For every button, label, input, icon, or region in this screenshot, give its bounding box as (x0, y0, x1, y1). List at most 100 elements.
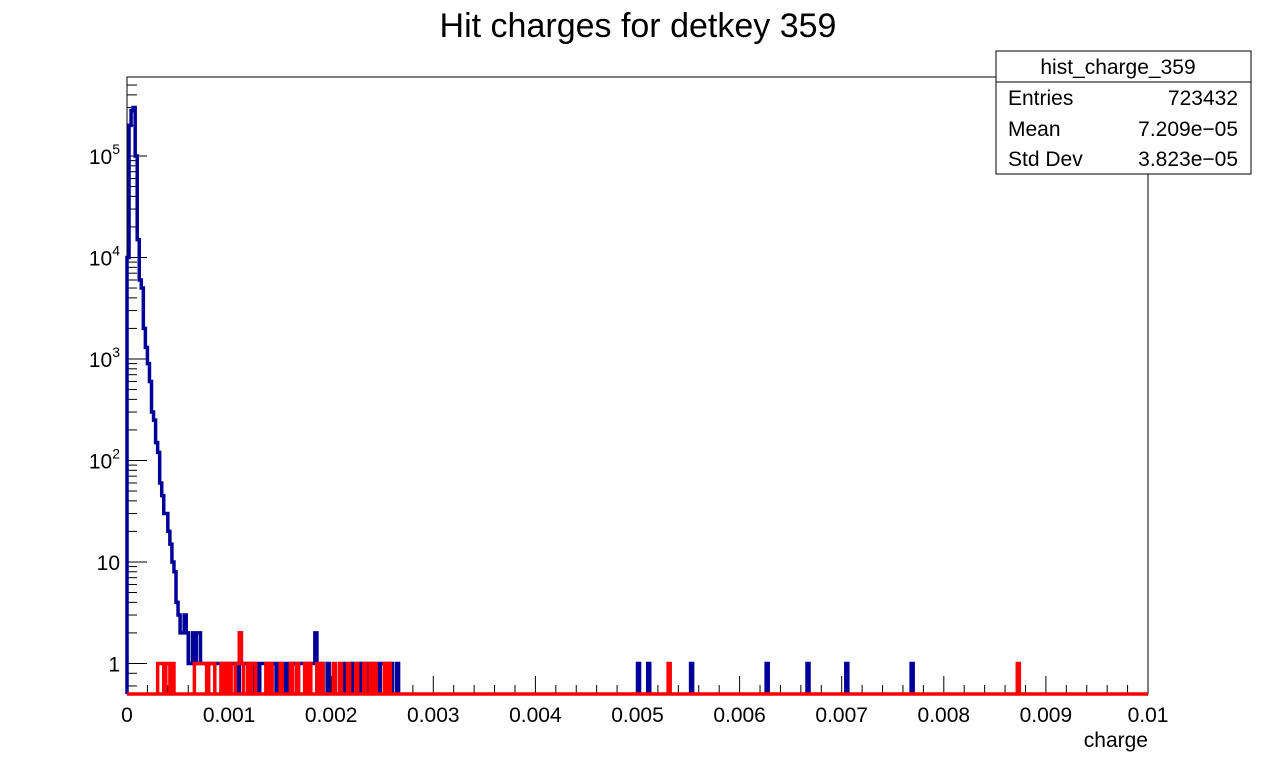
histogram-bin (184, 615, 186, 694)
series-1-outline (155, 631, 1022, 694)
y-tick-label: 1 (108, 653, 120, 676)
histogram-bin (225, 663, 227, 694)
histogram-bin (339, 663, 341, 694)
stats-mean-value: 7.209e−05 (1138, 118, 1238, 141)
y-tick-label: 104 (89, 242, 120, 270)
histogram-bin (305, 663, 307, 694)
histogram-bin (182, 633, 184, 694)
x-tick-labels: 0 0.001 0.002 0.003 0.004 0.005 0.006 0.007 0.00… (121, 704, 1168, 727)
histogram-bin (327, 663, 329, 694)
histogram-bin (370, 663, 372, 694)
series-0-outline (125, 105, 915, 694)
histogram-bin (333, 663, 335, 694)
histogram-bin (343, 663, 345, 694)
histogram-bin (203, 663, 205, 694)
histogram-bin (147, 364, 149, 694)
x-tick-label: 0.001 (203, 704, 256, 727)
histogram-bin (237, 663, 239, 694)
histogram-bin (213, 663, 215, 694)
stats-entries-label: Entries (1008, 87, 1073, 110)
x-tick-label: 0.01 (1128, 704, 1169, 727)
y-tick-label: 10 (97, 552, 120, 575)
histogram-bin (145, 347, 147, 694)
histogram-bin (266, 663, 268, 694)
histogram-bin (384, 663, 386, 694)
plot-frame (126, 76, 1149, 695)
histogram-bin (127, 257, 129, 694)
histogram-bin (154, 420, 156, 694)
histogram-bin (286, 663, 288, 694)
x-tick-label: 0.006 (713, 704, 766, 727)
histogram-bin (352, 663, 354, 694)
stats-stddev-label: Std Dev (1008, 148, 1083, 171)
x-tick-label: 0.007 (815, 704, 868, 727)
histogram-bin (168, 663, 170, 694)
histogram-bin (290, 663, 292, 694)
histogram-bin (160, 663, 162, 694)
x-tick-label: 0.005 (611, 704, 664, 727)
histogram-bin (296, 663, 298, 694)
histogram-bin (201, 663, 203, 694)
histogram-bin (137, 240, 139, 694)
histogram-bin (638, 663, 640, 694)
histogram-bin (911, 663, 913, 694)
chart-title: Hit charges for detkey 359 (440, 7, 837, 45)
histogram-bin (301, 663, 303, 694)
histogram-bin (807, 663, 809, 694)
histogram-bin (158, 452, 160, 694)
histogram-bin (221, 663, 223, 694)
x-tick-label: 0.004 (509, 704, 562, 727)
histogram-bin (309, 663, 311, 694)
histogram-bin (260, 663, 262, 694)
histogram-bin (313, 663, 315, 694)
histogram-bin (139, 280, 141, 694)
histogram-bin (254, 663, 256, 694)
histogram-bin (846, 663, 848, 694)
histogram-bin (135, 156, 137, 694)
histogram-bin (156, 443, 158, 694)
x-tick-label: 0.002 (305, 704, 358, 727)
histogram-bin (131, 111, 133, 694)
stats-entries-value: 723432 (1168, 87, 1238, 110)
histogram-bin (217, 663, 219, 694)
histogram-bin (648, 663, 650, 694)
histogram-bin (196, 663, 198, 694)
histogram-bin (178, 615, 180, 694)
histogram-bin (766, 663, 768, 694)
histogram-bin (229, 663, 231, 694)
y-tick-label: 103 (89, 344, 120, 372)
x-tick-label: 0 (121, 704, 133, 727)
histogram-bin (166, 663, 168, 694)
series-0 (125, 105, 915, 694)
stats-box: hist_charge_359 Entries 723432 Mean 7.20… (995, 50, 1252, 175)
histogram-bin (188, 663, 190, 694)
histogram-bin (143, 328, 145, 694)
x-axis-title: charge (1084, 729, 1148, 752)
x-tick-label: 0.009 (1020, 704, 1073, 727)
histogram-bin (194, 663, 196, 694)
histogram-bin (270, 663, 272, 694)
histogram-bin (198, 663, 200, 694)
histogram-bin (211, 663, 213, 694)
histogram-bin (141, 288, 143, 694)
histogram-bin (235, 663, 237, 694)
histogram-bin (348, 663, 350, 694)
histogram-bin (274, 663, 276, 694)
histogram-bin (209, 663, 211, 694)
histogram-bin (252, 663, 254, 694)
histogram-bin (317, 663, 319, 694)
histogram-bin (1017, 663, 1019, 694)
histogram-bin (374, 663, 376, 694)
x-tick-label: 0.008 (918, 704, 971, 727)
histogram-bin (668, 663, 670, 694)
y-tick-label: 105 (89, 141, 120, 169)
histogram-bin (397, 663, 399, 694)
stats-box-name: hist_charge_359 (1040, 56, 1195, 79)
histogram-bin (180, 633, 182, 694)
stats-stddev-value: 3.823e−05 (1138, 148, 1238, 171)
histogram-bin (152, 412, 154, 694)
histogram-bin (380, 663, 382, 694)
histogram-bin (158, 663, 160, 694)
histogram-bin (691, 663, 693, 694)
